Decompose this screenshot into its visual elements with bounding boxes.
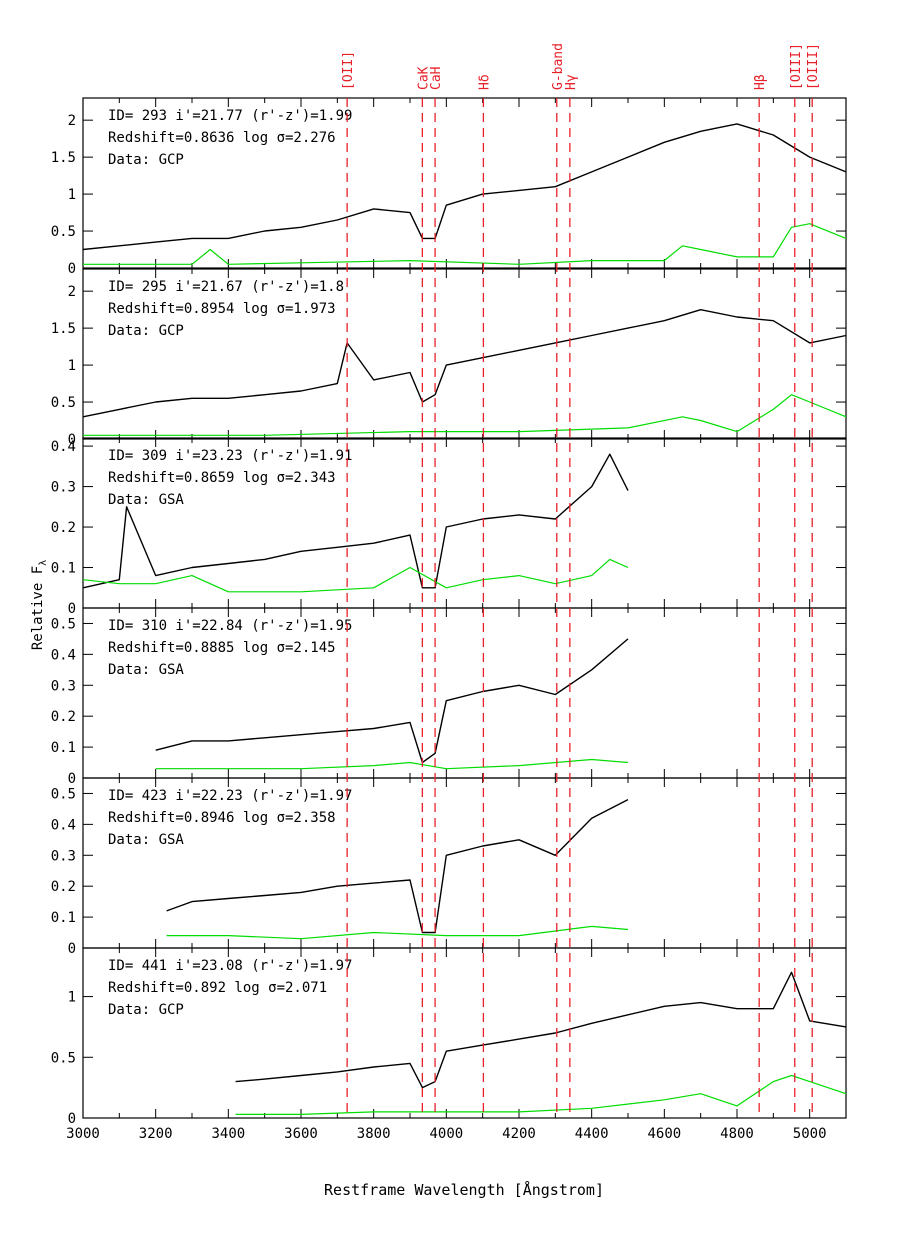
y-tick-label: 2 <box>68 284 76 300</box>
panel-frame <box>82 97 847 269</box>
y-tick-label: 2 <box>68 113 76 129</box>
y-tick-label: 0.4 <box>51 817 76 833</box>
panel-1: 0 0.5 1 1.5 2 ID= 293 i'=21.77 (r'-z')=1.99 Re… <box>51 97 847 277</box>
marker-label: Hγ <box>564 74 579 90</box>
noise-line <box>166 925 629 940</box>
panel-frame <box>82 268 847 440</box>
panel-6: 0 0.5 1 ID= 441 i'=23.08 (r'-z')=1.97 Redshi… <box>51 947 847 1127</box>
panel-info-line: Data: GCP <box>108 323 184 339</box>
y-tick-label: 0.5 <box>51 395 76 411</box>
y-tick-label: 0.4 <box>51 647 76 663</box>
noise-line <box>83 223 847 265</box>
y-tick-label: 1 <box>68 990 76 1006</box>
x-tick-label: 3600 <box>284 1126 318 1142</box>
x-tick-label: 4400 <box>575 1126 609 1142</box>
marker-label: Hβ <box>753 74 768 90</box>
panel-info-line: Data: GSA <box>108 662 184 678</box>
panel-info-line: ID= 295 i'=21.67 (r'-z')=1.8 <box>108 279 344 295</box>
y-tick-label: 0 <box>68 261 76 277</box>
panel-info-line: Redshift=0.8659 log σ=2.343 <box>108 470 336 486</box>
y-tick-label: 0 <box>68 601 76 617</box>
panel-info-line: Redshift=0.8636 log σ=2.276 <box>108 130 336 146</box>
y-tick-label: 1 <box>68 358 76 374</box>
noise-line <box>83 394 847 436</box>
spectrum-line <box>82 123 847 251</box>
y-tick-label: 0.5 <box>51 786 76 802</box>
y-axis-label-sub: λ <box>38 560 49 566</box>
x-tick-label: 3800 <box>357 1126 391 1142</box>
panel-info-line: ID= 293 i'=21.77 (r'-z')=1.99 <box>108 108 352 124</box>
y-axis-label: Relative Fλ <box>30 560 49 650</box>
noise-line <box>155 758 629 770</box>
panel-4: 0 0.1 0.2 0.3 0.4 0.5 ID= 310 i'=22.84 (r'-z')… <box>51 607 847 787</box>
panel-info-line: ID= 310 i'=22.84 (r'-z')=1.95 <box>108 618 352 634</box>
spectrum-line <box>82 453 629 589</box>
panel-info-line: ID= 441 i'=23.08 (r'-z')=1.97 <box>108 958 352 974</box>
x-tick-label: 4800 <box>720 1126 754 1142</box>
panel-info-line: Redshift=0.8946 log σ=2.358 <box>108 810 336 826</box>
marker-label: G-band <box>551 43 566 90</box>
y-tick-label: 0 <box>68 432 76 448</box>
x-tick-label: 4200 <box>502 1126 536 1142</box>
x-tick-label: 4000 <box>429 1126 463 1142</box>
x-tick-label: 4600 <box>647 1126 681 1142</box>
y-tick-label: 0 <box>68 941 76 957</box>
y-tick-label: 1.5 <box>51 150 76 166</box>
marker-label: Hδ <box>477 74 492 90</box>
y-axis-label-main: Relative F <box>30 566 46 650</box>
marker-label: [OII] <box>341 51 356 90</box>
panel-frame <box>82 947 847 1119</box>
y-tick-label: 0.5 <box>51 616 76 632</box>
y-tick-label: 0.5 <box>51 1050 76 1066</box>
y-tick-label: 0.2 <box>51 709 76 725</box>
panel-2: 0 0.5 1 1.5 2 ID= 295 i'=21.67 (r'-z')=1.8 Red… <box>51 268 847 448</box>
y-tick-label: 0.1 <box>51 910 76 926</box>
panel-info-line: Data: GSA <box>108 492 184 508</box>
y-tick-label: 1.5 <box>51 321 76 337</box>
panel-info-line: Data: GCP <box>108 1002 184 1018</box>
y-tick-label: 1 <box>68 187 76 203</box>
panel-info-line: Redshift=0.8885 log σ=2.145 <box>108 640 336 656</box>
spectrum-line <box>235 971 847 1089</box>
x-tick-label: 5000 <box>793 1126 827 1142</box>
y-tick-label: 0.1 <box>51 740 76 756</box>
panel-info-line: Redshift=0.892 log σ=2.071 <box>108 980 327 996</box>
panel-info-line: Data: GSA <box>108 832 184 848</box>
y-tick-label: 0.3 <box>51 848 76 864</box>
x-tick-label: 3200 <box>139 1126 173 1142</box>
noise-line <box>82 558 629 593</box>
x-axis-label: Restframe Wavelength [Ångstrom] <box>324 1180 604 1199</box>
marker-label: CaH <box>429 67 444 90</box>
y-tick-label: 0.2 <box>51 879 76 895</box>
y-tick-label: 0.3 <box>51 480 76 496</box>
y-tick-label: 0 <box>68 771 76 787</box>
panel-info-line: ID= 309 i'=23.23 (r'-z')=1.91 <box>108 448 352 464</box>
panel-info-line: Data: GCP <box>108 152 184 168</box>
panel-info-line: ID= 423 i'=22.23 (r'-z')=1.97 <box>108 788 352 804</box>
panel-info-line: Redshift=0.8954 log σ=1.973 <box>108 301 336 317</box>
marker-label: [OIII] <box>806 43 821 90</box>
spectrum-line <box>155 638 629 764</box>
spectrum-line <box>166 798 629 934</box>
y-tick-label: 0.2 <box>51 520 76 536</box>
marker-label: [OIII] <box>789 43 804 90</box>
y-tick-label: 0.4 <box>51 439 76 455</box>
y-tick-label: 0.5 <box>51 224 76 240</box>
y-tick-label: 0 <box>68 1111 76 1127</box>
marker-label: CaK <box>416 66 431 90</box>
x-tick-label: 3400 <box>211 1126 245 1142</box>
panel-5: 0 0.1 0.2 0.3 0.4 0.5 ID= 423 i'=22.23 (r'-z')… <box>51 777 847 957</box>
spectrum-line <box>82 309 847 418</box>
panel-3: 0 0.1 0.2 0.3 0.4 ID= 309 i'=23.23 (r'-z')=1.… <box>51 437 847 617</box>
noise-line <box>235 1074 847 1116</box>
y-tick-label: 0.3 <box>51 678 76 694</box>
x-tick-label: 3000 <box>66 1126 100 1142</box>
y-tick-label: 0.1 <box>51 561 76 577</box>
